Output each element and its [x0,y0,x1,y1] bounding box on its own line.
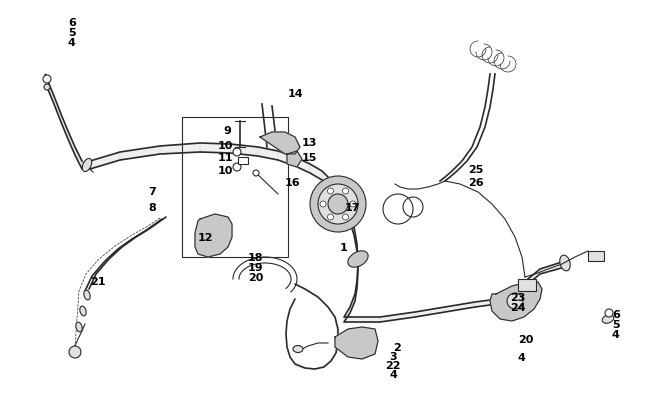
Text: 26: 26 [468,177,484,188]
Polygon shape [90,153,120,170]
Polygon shape [278,151,295,166]
Circle shape [253,171,259,177]
Text: 2: 2 [393,342,401,352]
Text: 7: 7 [148,187,156,196]
Polygon shape [200,144,230,153]
Circle shape [605,309,613,317]
Polygon shape [335,327,378,359]
Polygon shape [260,133,300,155]
Circle shape [343,215,348,220]
Polygon shape [322,172,330,189]
Polygon shape [75,148,82,170]
Text: 4: 4 [68,38,76,48]
Text: 12: 12 [198,232,213,243]
Text: 17: 17 [345,202,361,213]
Ellipse shape [84,290,90,300]
Circle shape [507,293,523,309]
Text: 18: 18 [248,252,263,262]
Text: 6: 6 [612,309,620,319]
Polygon shape [357,264,358,288]
Polygon shape [344,317,380,322]
Text: 4: 4 [518,352,526,362]
Circle shape [328,189,333,194]
Polygon shape [287,151,302,168]
Text: 3: 3 [389,351,396,361]
Text: 21: 21 [90,276,105,286]
Ellipse shape [83,159,92,172]
Polygon shape [354,228,357,252]
Text: 25: 25 [468,164,484,175]
Polygon shape [357,244,358,271]
Text: 4: 4 [612,329,620,339]
Circle shape [233,164,241,172]
Polygon shape [380,312,415,322]
Text: 23: 23 [510,292,525,302]
Circle shape [44,85,50,91]
Circle shape [328,215,333,220]
Text: 4: 4 [389,369,397,379]
Text: 19: 19 [248,262,264,272]
Polygon shape [445,302,475,312]
Text: 16: 16 [285,177,300,188]
Text: 10: 10 [218,166,233,175]
Bar [182,118,288,257]
Ellipse shape [348,251,368,268]
Polygon shape [330,179,338,198]
Text: 1: 1 [340,243,348,252]
Polygon shape [344,307,350,322]
Polygon shape [505,269,540,303]
Polygon shape [120,147,160,161]
Polygon shape [350,215,354,235]
Circle shape [343,189,348,194]
Polygon shape [490,282,542,321]
Polygon shape [47,80,54,105]
Text: 8: 8 [148,202,156,213]
Bar [588,252,604,261]
Text: 5: 5 [612,319,619,329]
Text: 11: 11 [218,153,233,162]
Text: 6: 6 [68,18,76,28]
Circle shape [233,149,241,157]
Text: 5: 5 [68,28,75,38]
Polygon shape [160,144,200,155]
Ellipse shape [76,322,82,332]
Ellipse shape [560,256,570,271]
Bar [518,279,536,291]
Polygon shape [338,190,345,209]
Text: 15: 15 [302,153,317,162]
Text: 9: 9 [223,126,231,136]
Circle shape [69,346,81,358]
Ellipse shape [80,306,86,316]
Circle shape [320,202,326,207]
Polygon shape [345,202,350,222]
Ellipse shape [293,345,303,353]
Text: 24: 24 [510,302,526,312]
Text: 20: 20 [518,334,534,344]
Polygon shape [61,115,68,140]
Polygon shape [310,164,322,181]
Text: 22: 22 [385,360,400,370]
Polygon shape [54,97,61,123]
Polygon shape [350,294,355,313]
Polygon shape [295,158,310,174]
Polygon shape [415,307,445,317]
Polygon shape [230,145,258,157]
Circle shape [310,177,366,232]
Circle shape [318,185,358,224]
Polygon shape [258,148,278,161]
Bar [238,158,248,164]
Text: 14: 14 [288,89,304,99]
Text: 20: 20 [248,272,263,282]
Polygon shape [540,261,565,274]
Polygon shape [195,215,232,257]
Polygon shape [355,281,357,301]
Ellipse shape [602,315,614,324]
Text: 13: 13 [302,138,317,148]
Text: 10: 10 [218,141,233,151]
Polygon shape [68,132,75,156]
Circle shape [328,194,348,215]
Polygon shape [475,298,505,307]
Circle shape [350,202,356,207]
Circle shape [43,76,51,84]
